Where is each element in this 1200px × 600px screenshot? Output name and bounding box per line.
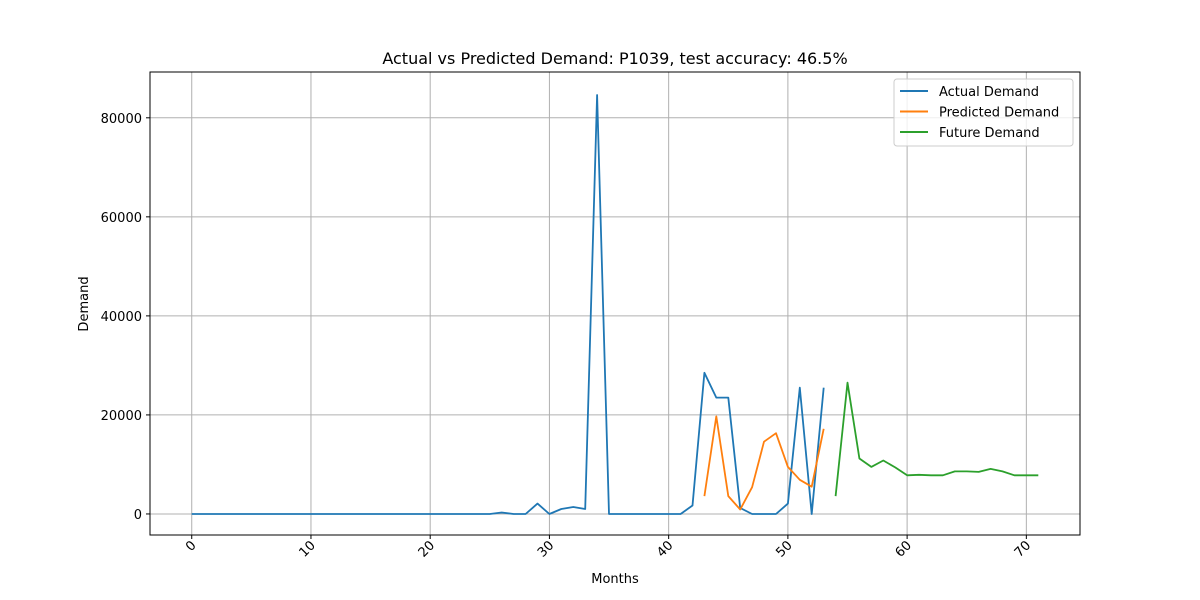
x-tick-label: 20: [416, 538, 438, 560]
series-line: [834, 381, 1039, 497]
series-line: [191, 94, 825, 515]
legend-label: Actual Demand: [939, 85, 1039, 100]
x-tick-label: 0: [183, 538, 199, 554]
legend-box: [893, 78, 1074, 147]
y-tick-label: 40000: [101, 310, 142, 325]
x-axis: 0 10 20 30 40 50 60 70: [183, 535, 1034, 561]
series-line: [703, 415, 825, 511]
legend: Actual Demand Predicted Demand Future Dema…: [893, 78, 1074, 147]
y-tick-label: 80000: [101, 112, 142, 127]
chart-title: Actual vs Predicted Demand: P1039, test …: [382, 49, 847, 68]
y-tick-label: 20000: [101, 409, 142, 424]
x-tick-label: 30: [535, 538, 557, 560]
x-axis-label: Months: [591, 572, 639, 587]
y-tick-label: 0: [134, 508, 142, 523]
y-axis: 0 20000 40000 60000 80000: [101, 112, 150, 523]
y-axis-label: Demand: [77, 276, 92, 331]
x-tick-label: 70: [1012, 538, 1034, 560]
x-tick-label: 40: [654, 538, 676, 560]
x-tick-label: 60: [893, 538, 915, 560]
x-tick-label: 50: [773, 538, 795, 560]
x-tick-label: 10: [296, 538, 318, 560]
plot-frame: [149, 71, 1081, 536]
legend-label: Predicted Demand: [939, 106, 1059, 121]
legend-label: Future Demand: [939, 126, 1040, 141]
series-layer: [191, 94, 1039, 515]
y-tick-label: 60000: [101, 211, 142, 226]
